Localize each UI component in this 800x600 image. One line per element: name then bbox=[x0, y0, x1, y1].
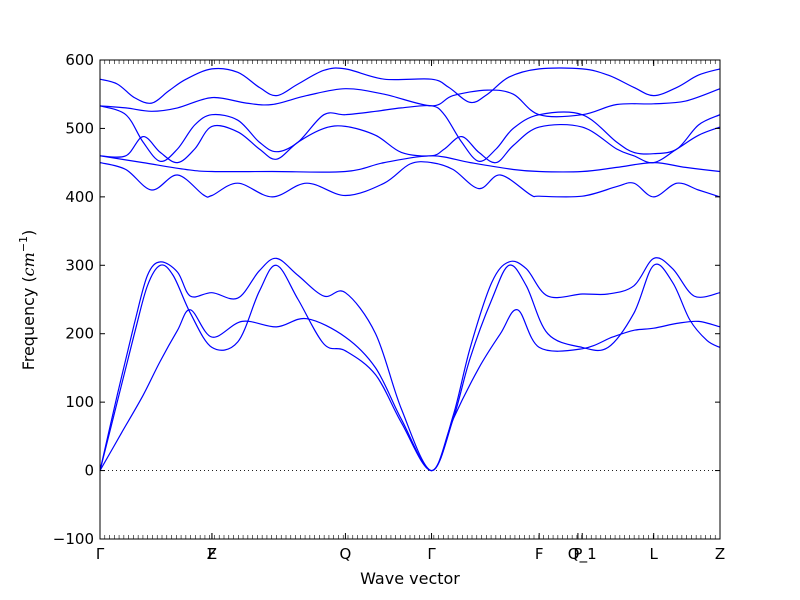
x-tick-label: Q_1 bbox=[568, 545, 597, 564]
x-tick-label: Q bbox=[340, 545, 352, 563]
y-tick-label: 100 bbox=[65, 393, 94, 411]
band-line-9 bbox=[99, 67, 721, 104]
y-axis-label-exponent: −1 bbox=[17, 236, 30, 252]
x-tick-label: F bbox=[208, 545, 217, 563]
band-line-1 bbox=[99, 309, 721, 472]
x-tick-label: Γ bbox=[96, 545, 105, 563]
x-ticks: Γ FZ Q Γ F PQ_1 L Z bbox=[96, 60, 725, 564]
series-layer bbox=[99, 67, 721, 472]
y-tick-label: 600 bbox=[65, 51, 94, 69]
y-axis-label: Frequency (cm−1) bbox=[17, 230, 38, 371]
y-axis-label-suffix: ) bbox=[19, 230, 38, 236]
y-axis-label-unit: cm bbox=[19, 252, 38, 276]
y-tick-label: −100 bbox=[53, 530, 94, 548]
y-ticks: −100 0 100 200 300 400 500 600 bbox=[53, 51, 720, 548]
band-line-7 bbox=[99, 104, 721, 162]
x-tick-label: F bbox=[535, 545, 544, 563]
y-tick-label: 300 bbox=[65, 256, 94, 274]
y-axis-label-prefix: Frequency ( bbox=[19, 276, 38, 370]
band-line-4 bbox=[99, 155, 721, 173]
x-tick-label: P bbox=[573, 545, 582, 563]
band-line-3 bbox=[99, 257, 721, 472]
plot-frame bbox=[99, 59, 721, 540]
minor-ticks bbox=[99, 60, 721, 539]
x-tick-label: L bbox=[650, 545, 659, 563]
band-line-5 bbox=[99, 161, 721, 198]
x-axis-label: Wave vector bbox=[360, 569, 460, 588]
band-line-2 bbox=[99, 263, 721, 472]
x-tick-label: Z bbox=[207, 545, 217, 563]
x-tick-label: Z bbox=[715, 545, 725, 563]
band-line-6 bbox=[99, 123, 721, 164]
y-tick-label: 500 bbox=[65, 119, 94, 137]
y-tick-label: 200 bbox=[65, 325, 94, 343]
y-tick-label: 400 bbox=[65, 188, 94, 206]
x-tick-label: Γ bbox=[427, 545, 436, 563]
plot-background bbox=[100, 60, 720, 539]
y-tick-label: 0 bbox=[84, 462, 94, 480]
band-line-8 bbox=[99, 88, 721, 118]
